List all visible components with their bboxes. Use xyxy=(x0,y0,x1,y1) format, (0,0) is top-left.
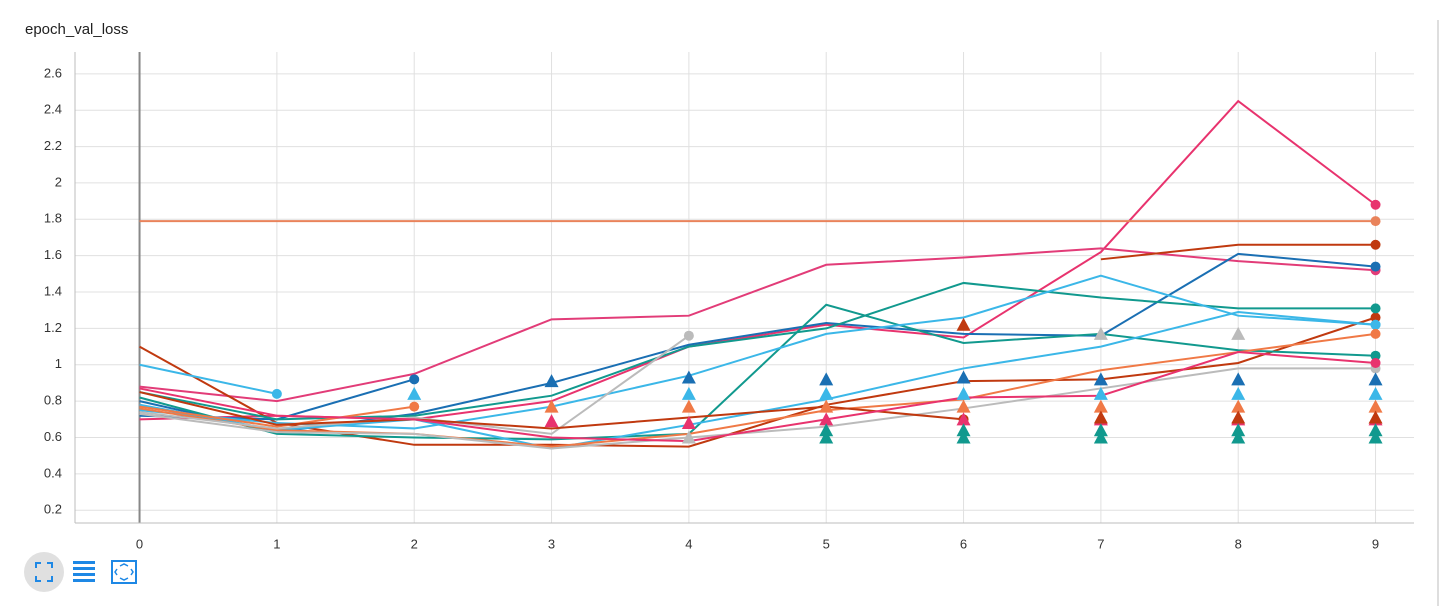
data-table-button[interactable] xyxy=(73,561,95,582)
triangle-marker xyxy=(1093,386,1108,400)
series-line xyxy=(139,281,1376,421)
y-tick-label: 1.4 xyxy=(44,283,62,298)
triangle-marker xyxy=(819,423,834,437)
series-line xyxy=(139,247,1376,403)
x-tick-label: 7 xyxy=(1097,536,1104,551)
triangle-marker xyxy=(544,399,559,413)
y-tick-label: 0.6 xyxy=(44,429,62,444)
x-tick-label: 1 xyxy=(273,536,280,551)
end-marker xyxy=(1370,261,1381,272)
triangle-marker xyxy=(407,386,422,400)
end-marker xyxy=(1370,350,1381,361)
end-marker xyxy=(683,330,694,341)
triangle-marker xyxy=(956,430,971,444)
end-marker xyxy=(271,388,282,399)
y-tick-label: 1.2 xyxy=(44,320,62,335)
y-tick-label: 2.6 xyxy=(44,65,62,80)
triangle-marker xyxy=(819,430,834,444)
end-marker xyxy=(1370,199,1381,210)
triangle-marker xyxy=(681,430,696,444)
y-tick-label: 0.2 xyxy=(44,502,62,517)
triangle-marker xyxy=(681,399,696,413)
triangle-marker xyxy=(1231,430,1246,444)
triangle-marker xyxy=(1231,372,1246,386)
series-line xyxy=(139,367,1376,450)
series-line xyxy=(139,363,278,395)
toolbar xyxy=(24,552,137,592)
x-tick-label: 8 xyxy=(1235,536,1242,551)
end-marker xyxy=(1370,303,1381,314)
triangle-marker xyxy=(1368,410,1383,424)
y-tick-label: 2 xyxy=(55,174,62,189)
y-tick-label: 2.4 xyxy=(44,102,62,117)
triangle-marker xyxy=(1368,430,1383,444)
x-tick-label: 2 xyxy=(411,536,418,551)
y-tick-label: 0.8 xyxy=(44,393,62,408)
triangle-marker xyxy=(1093,423,1108,437)
x-tick-label: 9 xyxy=(1372,536,1379,551)
triangle-marker xyxy=(1368,399,1383,413)
triangle-marker xyxy=(1231,386,1246,400)
triangle-marker xyxy=(819,399,834,413)
triangle-marker xyxy=(819,386,834,400)
plot-markers xyxy=(271,199,1383,444)
zoom-button[interactable] xyxy=(111,560,137,584)
y-tick-label: 1.8 xyxy=(44,211,62,226)
triangle-marker xyxy=(956,399,971,413)
triangle-marker xyxy=(1231,423,1246,437)
series-line xyxy=(139,99,1377,421)
triangle-marker xyxy=(1368,372,1383,386)
end-marker xyxy=(1370,357,1381,368)
triangle-marker xyxy=(1231,410,1246,424)
series-line xyxy=(139,334,690,435)
triangle-marker xyxy=(1093,372,1108,386)
triangle-marker xyxy=(956,423,971,437)
series-line xyxy=(139,303,1376,441)
fit-button[interactable] xyxy=(24,552,64,592)
end-marker xyxy=(1370,319,1381,330)
triangle-marker xyxy=(1231,326,1246,340)
x-tick-label: 5 xyxy=(823,536,830,551)
triangle-marker xyxy=(1231,399,1246,413)
triangle-marker xyxy=(1093,399,1108,413)
y-tick-label: 0.4 xyxy=(44,465,62,480)
series-line xyxy=(1100,243,1376,261)
triangle-marker xyxy=(819,372,834,386)
series-line xyxy=(139,311,1376,450)
triangle-marker xyxy=(544,374,559,388)
end-marker xyxy=(409,374,420,385)
end-marker xyxy=(1370,312,1381,323)
plot-lines xyxy=(139,99,1377,450)
triangle-marker xyxy=(1368,423,1383,437)
y-tick-label: 2.2 xyxy=(44,138,62,153)
triangle-marker xyxy=(681,370,696,384)
triangle-marker xyxy=(956,317,971,331)
triangle-marker xyxy=(956,412,971,426)
y-tick-label: 1.6 xyxy=(44,247,62,262)
x-tick-label: 0 xyxy=(136,536,143,551)
triangle-marker xyxy=(1093,326,1108,340)
triangle-marker xyxy=(1093,410,1108,424)
x-tick-label: 4 xyxy=(685,536,692,551)
end-marker xyxy=(409,401,420,412)
x-tick-label: 3 xyxy=(548,536,555,551)
y-tick-label: 1 xyxy=(55,356,62,371)
series-line xyxy=(139,351,1376,443)
end-marker xyxy=(1370,328,1381,339)
triangle-marker xyxy=(956,386,971,400)
x-tick-label: 6 xyxy=(960,536,967,551)
triangle-marker xyxy=(681,386,696,400)
end-marker xyxy=(1370,239,1381,250)
series-line xyxy=(139,405,415,428)
triangle-marker xyxy=(1368,386,1383,400)
triangle-marker xyxy=(956,370,971,384)
end-marker xyxy=(1370,216,1381,227)
triangle-marker xyxy=(544,414,559,428)
chart-title: epoch_val_loss xyxy=(25,21,128,38)
triangle-marker xyxy=(819,412,834,426)
triangle-marker xyxy=(681,415,696,429)
triangle-marker xyxy=(1093,430,1108,444)
